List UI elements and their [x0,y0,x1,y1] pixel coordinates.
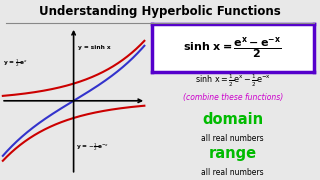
Text: domain: domain [202,112,263,127]
Text: y = $-\frac{1}{2}$e$^{-x}$: y = $-\frac{1}{2}$e$^{-x}$ [76,141,109,153]
Text: y = $\frac{1}{2}$e$^x$: y = $\frac{1}{2}$e$^x$ [3,57,28,69]
Text: (combine these functions): (combine these functions) [182,93,283,102]
Text: all real numbers: all real numbers [201,134,264,143]
Text: all real numbers: all real numbers [201,168,264,177]
Text: Understanding Hyperbolic Functions: Understanding Hyperbolic Functions [39,5,281,18]
Text: $\mathbf{sinh\ x = \dfrac{e^x - e^{-x}}{2}}$: $\mathbf{sinh\ x = \dfrac{e^x - e^{-x}}{… [183,35,282,61]
Text: y = sinh x: y = sinh x [78,45,111,50]
Text: $\mathrm{sinh\ x = \frac{1}{2}e^x - \frac{1}{2}e^{-x}}$: $\mathrm{sinh\ x = \frac{1}{2}e^x - \fra… [195,73,271,89]
Text: range: range [209,146,257,161]
